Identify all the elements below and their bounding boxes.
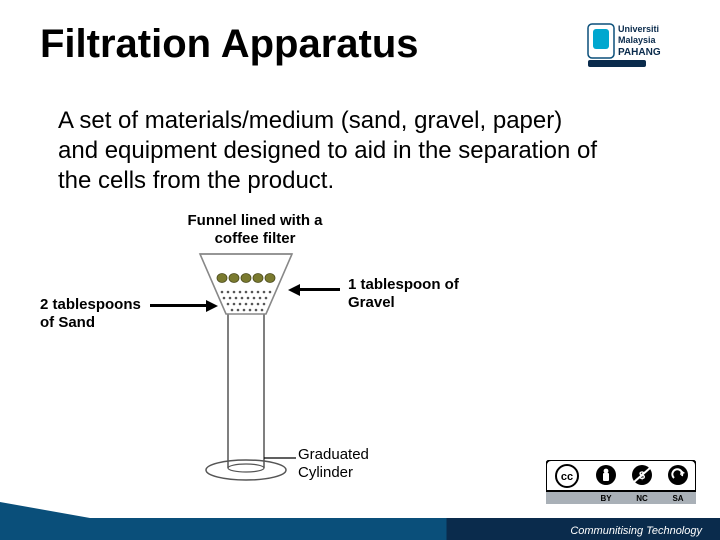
svg-text:SA: SA xyxy=(672,494,683,503)
svg-text:NC: NC xyxy=(636,494,648,503)
footer-text: Communitising Technology xyxy=(570,525,702,537)
svg-text:BY: BY xyxy=(600,494,612,503)
footer-band: Communitising Technology xyxy=(0,518,720,540)
label-funnel: Funnel lined with a coffee filter xyxy=(180,212,330,248)
arrow-sand xyxy=(150,304,208,307)
logo-line2: Malaysia xyxy=(618,35,657,45)
logo-line3: PAHANG xyxy=(618,47,661,58)
svg-text:cc: cc xyxy=(561,471,573,483)
logo-line1: Universiti xyxy=(618,24,659,34)
university-logo: Universiti Malaysia PAHANG xyxy=(586,18,696,68)
label-sand: 2 tablespoons of Sand xyxy=(40,296,150,332)
cc-license-badge: BY NC SA cc $ xyxy=(546,460,696,504)
description-text: A set of materials/medium (sand, gravel,… xyxy=(58,106,608,196)
arrow-gravel xyxy=(298,288,340,291)
label-cylinder: Graduated Cylinder xyxy=(298,446,408,482)
label-gravel: 1 tablespoon of Gravel xyxy=(348,276,488,312)
page-title: Filtration Apparatus xyxy=(40,22,419,67)
